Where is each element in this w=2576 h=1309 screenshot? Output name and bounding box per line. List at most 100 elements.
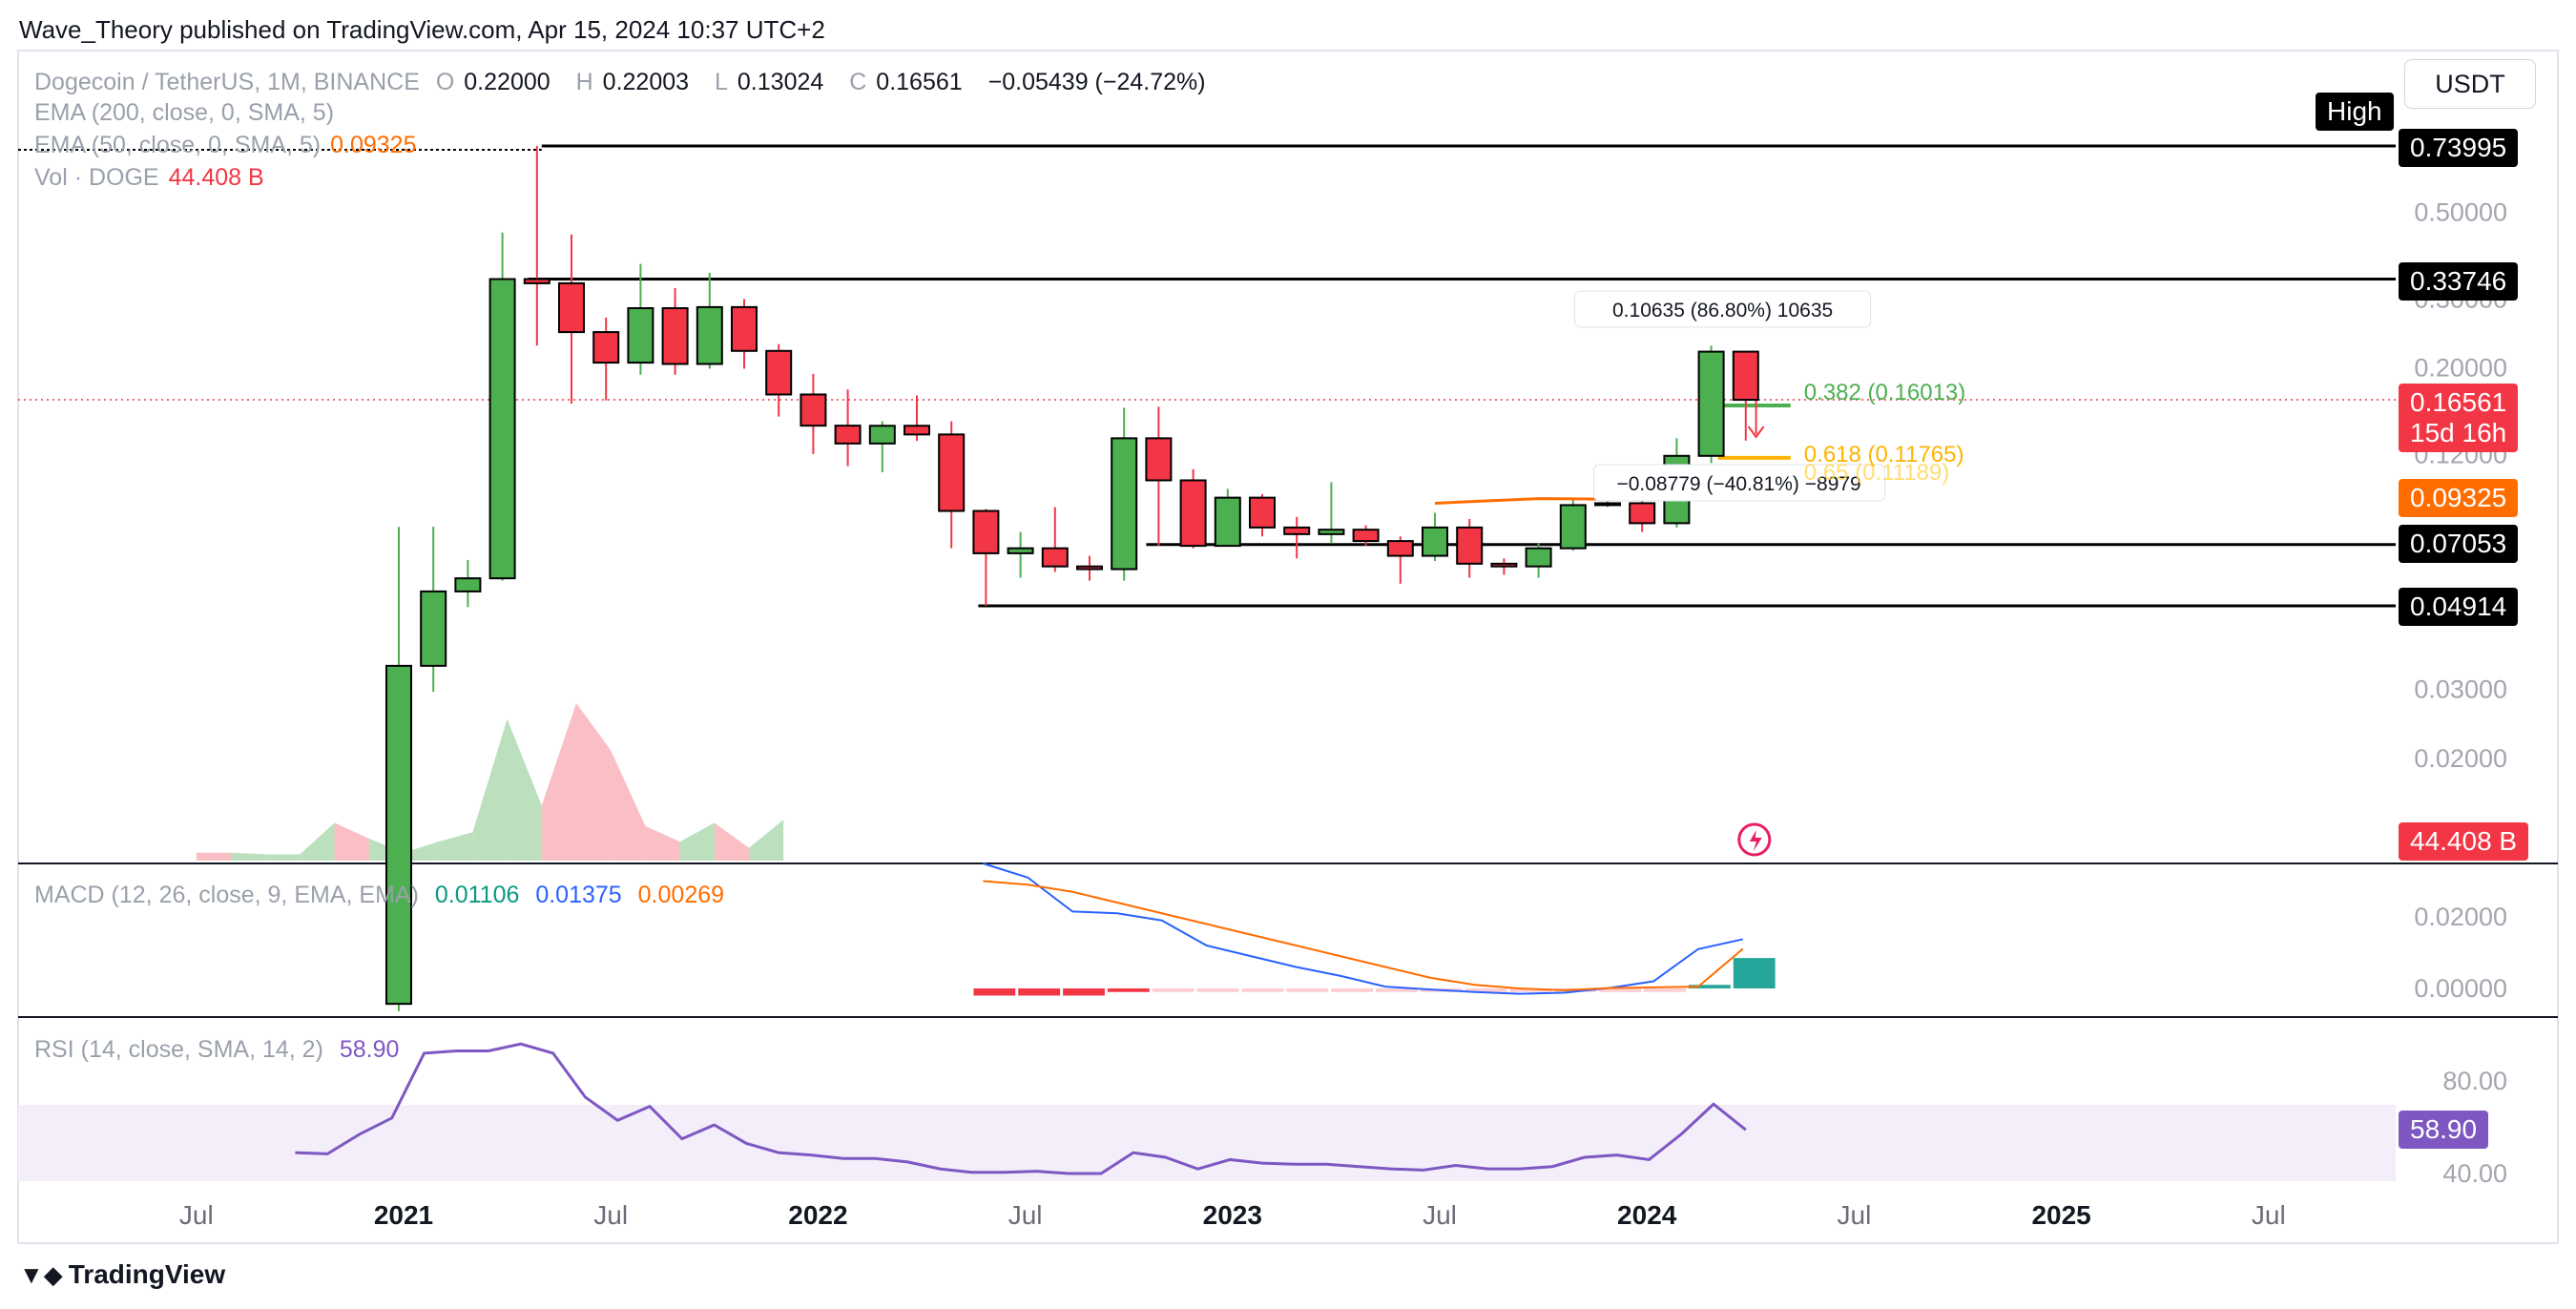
price-tick-0: 0.50000 [2414,198,2507,227]
close-label: C [849,69,867,95]
volume-segment-11 [576,703,612,861]
levels-layer [18,144,2396,608]
rsi-tick-0: 80.00 [2442,1067,2507,1095]
candle-body-38 [1697,350,1725,457]
candle-body-5 [558,281,585,334]
candle-body-13 [834,425,862,445]
macd-value: 0.01106 [434,882,520,908]
price-tag-volume: 44.408 B [2399,822,2529,861]
rsi-band [18,1105,2396,1181]
macd-hist-bar-0 [973,988,1016,996]
fib650-label: 0.65 (0.11189) [1804,460,1950,486]
volume-segment-15 [714,822,749,861]
currency-selector[interactable]: USDT [2404,59,2536,109]
axis-layer: 0.500000.300000.200000.120000.090000.030… [179,198,2507,1230]
time-tick-6: Jul [1423,1200,1457,1230]
candle-body-10 [731,305,758,352]
time-tick-10: Jul [2252,1200,2286,1230]
ohlc-open: O 0.22000 [436,69,560,95]
candle-body-9 [696,305,723,365]
macd-line-macd [983,862,1744,995]
volume-legend[interactable]: Vol · DOGE 44.408 B [34,164,274,192]
volume-segment-1 [231,852,266,861]
symbol-legend[interactable]: Dogecoin / TetherUS, 1M, BINANCE O 0.2200… [34,69,1215,96]
rsi-legend[interactable]: RSI (14, close, SMA, 14, 2) 58.90 [34,1036,408,1064]
time-tick-7: 2024 [1617,1200,1677,1230]
macd-label: MACD (12, 26, close, 9, EMA, EMA) [34,882,419,908]
volume-segment-14 [679,822,715,861]
chart-frame [17,50,2559,1244]
candle-body-36 [1629,502,1656,525]
macd-hist-bar-2 [1063,988,1105,996]
ema200-legend[interactable]: EMA (200, close, 0, SMA, 5) [34,99,335,126]
low-label: L [715,69,728,95]
low-value: 0.13024 [737,69,824,95]
ohlc-change: −0.05439 (−24.72%) [987,69,1206,95]
candle-body-7 [627,307,654,364]
last-price: 0.16561 [2410,387,2507,417]
down-arrow-icon [1747,401,1765,439]
ema50-legend[interactable]: EMA (50, close, 0, SMA, 5) 0.09325 [34,132,426,159]
high-label: H [575,69,593,95]
candle-body-27 [1318,529,1345,535]
candle-body-20 [1076,565,1103,571]
volume-layer [196,703,784,861]
measure-up-box [1574,290,1872,328]
macd-layer [973,862,1776,996]
candle-body-35 [1594,502,1621,507]
candle-body-33 [1525,547,1552,568]
candle-body-1 [420,590,447,667]
candle-body-39 [1732,350,1759,402]
volume-segment-9 [507,718,542,861]
open-label: O [435,69,455,95]
macd-hist-bar-9 [1376,988,1418,992]
candle-body-21 [1111,437,1138,571]
volume-segment-16 [749,820,784,861]
candle-body-6 [592,331,620,364]
high-value: 0.22003 [602,69,690,95]
price-tick-6: 0.02000 [2414,744,2507,773]
measure-down-box [1593,464,1886,502]
candle-body-2 [454,577,482,592]
candle-body-14 [868,425,896,445]
candle-body-19 [1041,547,1069,568]
measure-down-label: −0.08779 (−40.81%) −8979 [1616,473,1860,495]
countdown: 15d 16h [2410,418,2507,447]
close-value: 0.16561 [876,69,963,95]
candle-body-34 [1559,504,1587,550]
volume-segment-8 [472,718,508,861]
time-tick-9: 2025 [2031,1200,2090,1230]
macd-hist-bar-14 [1599,988,1642,992]
candle-body-0 [385,664,412,1006]
rsi-layer [295,1042,1747,1175]
price-tick-5: 0.03000 [2414,675,2507,704]
candle-body-16 [938,433,966,512]
hist-value: 0.00269 [637,882,725,908]
time-tick-2: Jul [593,1200,628,1230]
volume-segment-13 [645,825,680,861]
price-tag-support1: 0.07053 [2399,525,2519,563]
macd-hist-bar-12 [1509,988,1552,992]
price-tag-last: 0.16561 15d 16h [2399,384,2519,452]
rsi-label: RSI (14, close, SMA, 14, 2) [34,1036,323,1063]
ema50-label: EMA (50, close, 0, SMA, 5) [34,132,322,158]
candle-body-28 [1352,529,1380,543]
candle-body-8 [661,307,689,365]
ohlc-close: C 0.16561 [849,69,971,95]
macd-legend[interactable]: MACD (12, 26, close, 9, EMA, EMA) 0.0110… [34,882,734,909]
symbol-name[interactable]: Dogecoin / TetherUS, 1M, BINANCE [34,69,420,95]
tradingview-logo[interactable]: ▼◆ TradingView [19,1259,225,1290]
candles-layer [385,146,1759,1011]
candle-body-18 [1007,547,1034,554]
macd-tick-1: 0.00000 [2414,974,2507,1003]
volume-segment-0 [196,852,231,861]
macd-hist-bar-7 [1286,988,1329,992]
candle-body-4 [523,278,551,284]
macd-hist-bar-5 [1196,988,1239,992]
time-tick-3: 2022 [788,1200,847,1230]
candle-body-25 [1249,496,1276,529]
macd-hist-bar-15 [1644,988,1686,992]
volume-segment-7 [438,832,473,861]
macd-tick-0: 0.02000 [2414,903,2507,931]
